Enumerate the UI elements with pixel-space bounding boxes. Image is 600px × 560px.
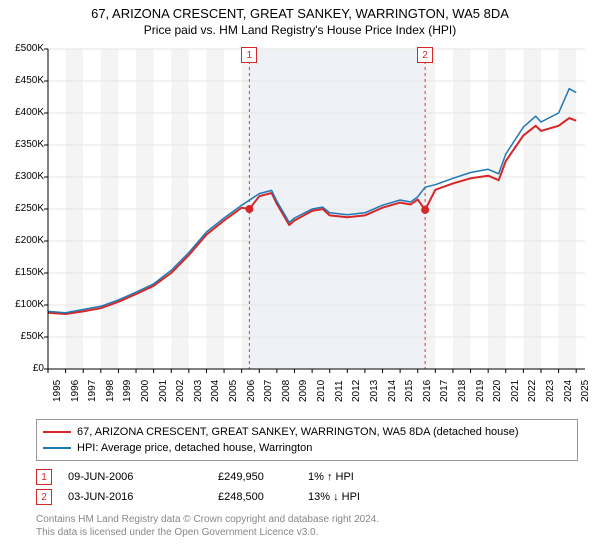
marker-price: £249,950 [218, 471, 308, 483]
plot-area [48, 49, 585, 369]
x-tick-label: 2020 [492, 380, 503, 402]
chart-subtitle: Price paid vs. HM Land Registry's House … [0, 23, 600, 37]
x-tick-label: 2004 [210, 380, 221, 402]
y-tick-label: £50K [0, 331, 44, 342]
y-tick-label: £400K [0, 107, 44, 118]
x-tick-label: 2019 [475, 380, 486, 402]
x-tick-label: 1997 [87, 380, 98, 402]
legend-row: HPI: Average price, detached house, Warr… [43, 440, 571, 456]
x-tick-label: 2000 [140, 380, 151, 402]
x-tick-label: 2025 [580, 380, 591, 402]
credit-line-1: Contains HM Land Registry data © Crown c… [36, 513, 578, 526]
x-tick-label: 2003 [193, 380, 204, 402]
x-tick-label: 1995 [52, 380, 63, 402]
x-tick-label: 2022 [527, 380, 538, 402]
x-tick-label: 2007 [263, 380, 274, 402]
legend-swatch [43, 447, 71, 449]
legend-label: HPI: Average price, detached house, Warr… [77, 442, 312, 454]
x-tick-label: 2014 [387, 380, 398, 402]
y-tick-label: £150K [0, 267, 44, 278]
marker-number-box: 1 [36, 469, 52, 485]
title-block: 67, ARIZONA CRESCENT, GREAT SANKEY, WARR… [0, 0, 600, 37]
marker-vs-hpi: 1% ↑ HPI [308, 471, 354, 483]
event-marker-label: 2 [417, 47, 433, 63]
y-tick-label: £0 [0, 363, 44, 374]
x-tick-label: 2012 [351, 380, 362, 402]
x-tick-label: 1999 [122, 380, 133, 402]
x-tick-label: 2006 [246, 380, 257, 402]
marker-vs-hpi: 13% ↓ HPI [308, 491, 360, 503]
legend-row: 67, ARIZONA CRESCENT, GREAT SANKEY, WARR… [43, 424, 571, 440]
x-tick-label: 2017 [439, 380, 450, 402]
x-tick-label: 2008 [281, 380, 292, 402]
x-tick-label: 1998 [105, 380, 116, 402]
x-tick-label: 2002 [175, 380, 186, 402]
chart-container: 67, ARIZONA CRESCENT, GREAT SANKEY, WARR… [0, 0, 600, 560]
x-tick-label: 2021 [510, 380, 521, 402]
chart-title: 67, ARIZONA CRESCENT, GREAT SANKEY, WARR… [0, 6, 600, 21]
x-tick-label: 2009 [298, 380, 309, 402]
marker-number-box: 2 [36, 489, 52, 505]
y-tick-label: £450K [0, 75, 44, 86]
x-tick-label: 2013 [369, 380, 380, 402]
x-tick-label: 1996 [70, 380, 81, 402]
x-tick-label: 2015 [404, 380, 415, 402]
x-tick-label: 2024 [563, 380, 574, 402]
markers-table: 1 09-JUN-2006£249,9501% ↑ HPI 2 03-JUN-2016… [36, 467, 578, 507]
credit-block: Contains HM Land Registry data © Crown c… [36, 513, 578, 539]
chart-area: £0 £50K £100K £150K £200K £250K £300K £350K £400… [0, 37, 600, 417]
credit-line-2: This data is licensed under the Open Gov… [36, 526, 578, 539]
y-tick-label: £300K [0, 171, 44, 182]
chart-svg [48, 49, 585, 369]
y-tick-label: £100K [0, 299, 44, 310]
legend-label: 67, ARIZONA CRESCENT, GREAT SANKEY, WARR… [77, 426, 519, 438]
x-tick-label: 2023 [545, 380, 556, 402]
x-tick-label: 2010 [316, 380, 327, 402]
x-tick-label: 2005 [228, 380, 239, 402]
x-tick-label: 2018 [457, 380, 468, 402]
marker-date: 09-JUN-2006 [68, 471, 218, 483]
legend-swatch [43, 431, 71, 433]
y-tick-label: £200K [0, 235, 44, 246]
marker-price: £248,500 [218, 491, 308, 503]
marker-row: 1 09-JUN-2006£249,9501% ↑ HPI [36, 467, 578, 487]
marker-row: 2 03-JUN-2016£248,50013% ↓ HPI [36, 487, 578, 507]
y-tick-label: £500K [0, 43, 44, 54]
y-tick-label: £350K [0, 139, 44, 150]
x-tick-label: 2016 [422, 380, 433, 402]
y-tick-label: £250K [0, 203, 44, 214]
x-tick-label: 2011 [334, 380, 345, 402]
x-tick-label: 2001 [158, 380, 169, 402]
legend-box: 67, ARIZONA CRESCENT, GREAT SANKEY, WARR… [36, 419, 578, 461]
marker-date: 03-JUN-2016 [68, 491, 218, 503]
event-marker-label: 1 [241, 47, 257, 63]
